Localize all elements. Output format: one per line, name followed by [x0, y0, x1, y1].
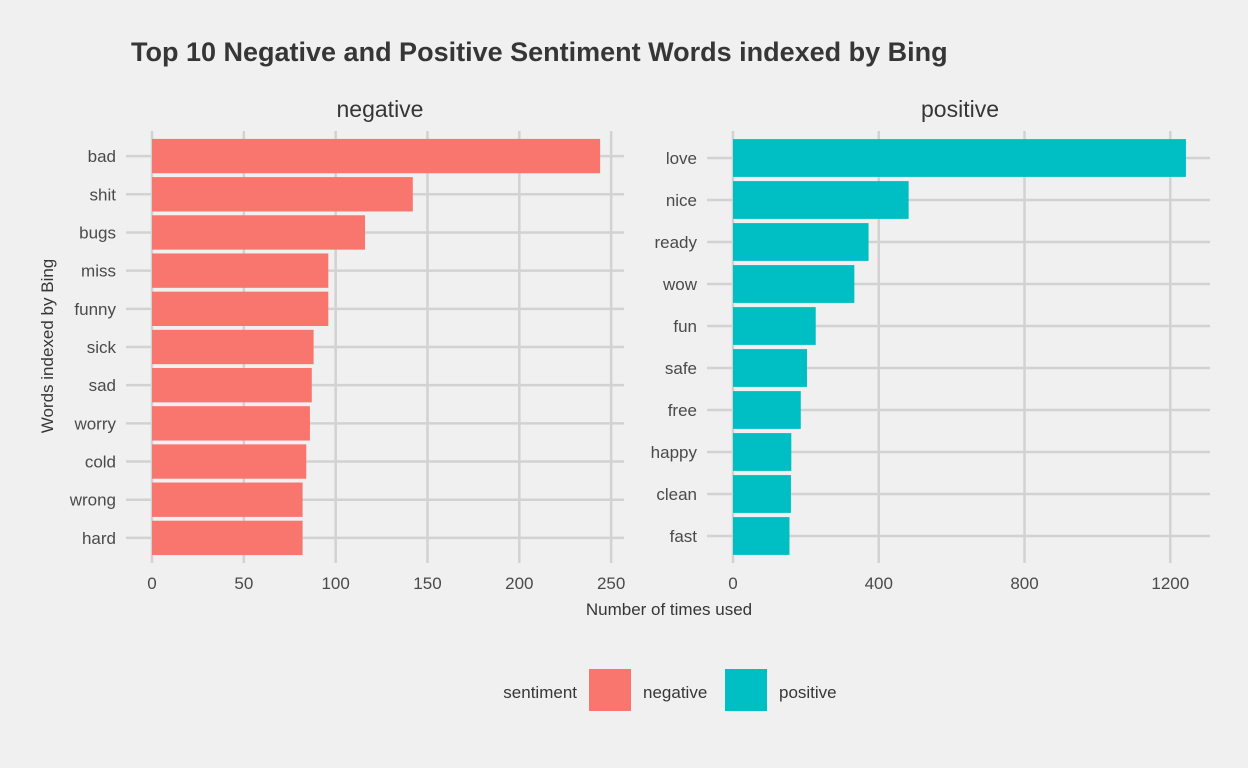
legend-swatch-positive: [725, 669, 767, 711]
y-axis-label: Words indexed by Bing: [38, 259, 57, 434]
bar-positive-fun: [733, 307, 816, 345]
y-tick-label: hard: [82, 529, 116, 548]
bar-positive-fast: [733, 517, 790, 555]
facet-strip-positive: positive: [921, 96, 999, 122]
bar-positive-nice: [733, 181, 909, 219]
x-tick-label: 800: [1010, 574, 1038, 593]
x-axis-label: Number of times used: [586, 600, 752, 619]
y-tick-label: wrong: [69, 491, 116, 510]
y-tick-label: cold: [85, 453, 116, 472]
y-tick-label: wow: [662, 275, 698, 294]
y-tick-label: worry: [73, 414, 116, 433]
x-tick-label: 1200: [1151, 574, 1189, 593]
y-tick-label: bugs: [79, 223, 116, 242]
bar-negative-bugs: [152, 215, 366, 250]
y-tick-label: fun: [673, 317, 697, 336]
bar-negative-worry: [152, 406, 310, 441]
bar-positive-happy: [733, 433, 792, 471]
legend-title: sentiment: [503, 683, 577, 702]
bar-negative-sad: [152, 368, 312, 403]
y-tick-label: fast: [670, 527, 698, 546]
y-tick-label: miss: [81, 262, 116, 281]
y-tick-label: sick: [87, 338, 117, 357]
x-tick-label: 50: [234, 574, 253, 593]
bar-positive-ready: [733, 223, 869, 261]
x-tick-label: 100: [321, 574, 349, 593]
legend: sentiment negative positive: [503, 669, 837, 711]
legend-label-positive: positive: [779, 683, 837, 702]
y-tick-label: nice: [666, 191, 697, 210]
y-tick-label: ready: [654, 233, 697, 252]
bar-negative-funny: [152, 291, 329, 326]
y-tick-label: happy: [651, 443, 698, 462]
bar-positive-love: [733, 139, 1186, 177]
bar-positive-clean: [733, 475, 791, 513]
y-tick-label: clean: [656, 485, 697, 504]
bar-positive-free: [733, 391, 801, 429]
bar-negative-hard: [152, 520, 303, 556]
x-tick-label: 0: [728, 574, 737, 593]
x-tick-label: 200: [505, 574, 533, 593]
panel-negative: 0 50 100 150 200 250 bad shit bugs miss funny sick s…: [69, 96, 626, 593]
legend-label-negative: negative: [643, 683, 707, 702]
panel-positive: 0 400 800 1200 love nice ready wow fun safe free ha…: [651, 96, 1210, 593]
x-tick-label: 150: [413, 574, 441, 593]
chart-title: Top 10 Negative and Positive Sentiment W…: [131, 37, 948, 67]
x-tick-label: 400: [865, 574, 893, 593]
x-tick-label: 0: [147, 574, 156, 593]
y-tick-label: sad: [89, 376, 116, 395]
y-tick-label: funny: [74, 300, 116, 319]
bar-negative-miss: [152, 253, 329, 288]
bar-negative-bad: [152, 138, 601, 174]
y-tick-label: free: [668, 401, 697, 420]
x-tick-label: 250: [597, 574, 625, 593]
bar-negative-wrong: [152, 482, 303, 517]
y-tick-label: shit: [90, 185, 117, 204]
facet-panels: 0 50 100 150 200 250 bad shit bugs miss funny sick s…: [69, 96, 1210, 593]
y-tick-label: safe: [665, 359, 697, 378]
bar-positive-wow: [733, 265, 855, 303]
y-tick-label: love: [666, 149, 697, 168]
bar-positive-safe: [733, 349, 807, 387]
bar-negative-cold: [152, 444, 307, 479]
facet-strip-negative: negative: [337, 96, 424, 122]
bar-negative-sick: [152, 329, 314, 365]
y-tick-label: bad: [88, 147, 116, 166]
legend-swatch-negative: [589, 669, 631, 711]
bar-negative-shit: [152, 177, 413, 212]
